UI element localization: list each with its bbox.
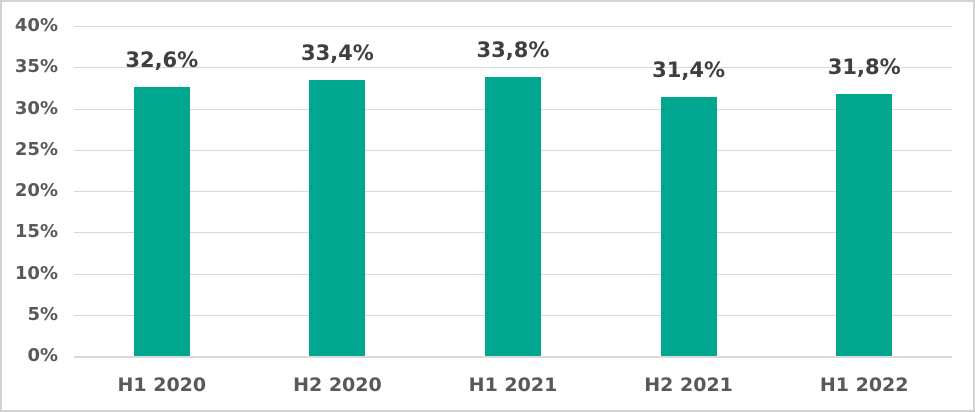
x-axis-tick-label: H2 2020 — [293, 374, 382, 396]
bar-value-label: 31,8% — [827, 54, 901, 79]
y-axis-tick-label: 5% — [27, 303, 58, 325]
bar — [309, 80, 366, 356]
gridline — [74, 26, 952, 27]
y-axis-tick-label: 0% — [27, 345, 58, 366]
x-axis-tick-label: H2 2021 — [644, 374, 733, 396]
y-axis-tick-label: 20% — [14, 180, 58, 201]
bar-value-label: 31,4% — [652, 57, 726, 82]
bar-value-label: 33,8% — [476, 38, 550, 63]
y-axis-tick-label: 25% — [14, 138, 58, 160]
bar — [660, 96, 717, 356]
y-axis-tick-label: 10% — [14, 262, 58, 284]
y-axis-tick-label: 35% — [14, 56, 58, 78]
y-axis-tick-label: 15% — [14, 221, 58, 243]
bar — [485, 77, 541, 356]
gridline — [74, 67, 952, 68]
bar-value-label: 33,4% — [300, 41, 374, 66]
bar — [133, 87, 190, 356]
bar-value-label: 32,6% — [125, 48, 199, 73]
x-axis-line — [74, 356, 952, 358]
x-axis-tick-label: H1 2020 — [117, 374, 207, 396]
y-axis-tick-label: 30% — [14, 97, 58, 119]
x-axis-tick-label: H1 2022 — [819, 374, 909, 396]
x-axis-tick-label: H1 2021 — [468, 374, 558, 396]
y-axis-tick-label: 40% — [14, 15, 58, 36]
bar — [836, 93, 893, 356]
